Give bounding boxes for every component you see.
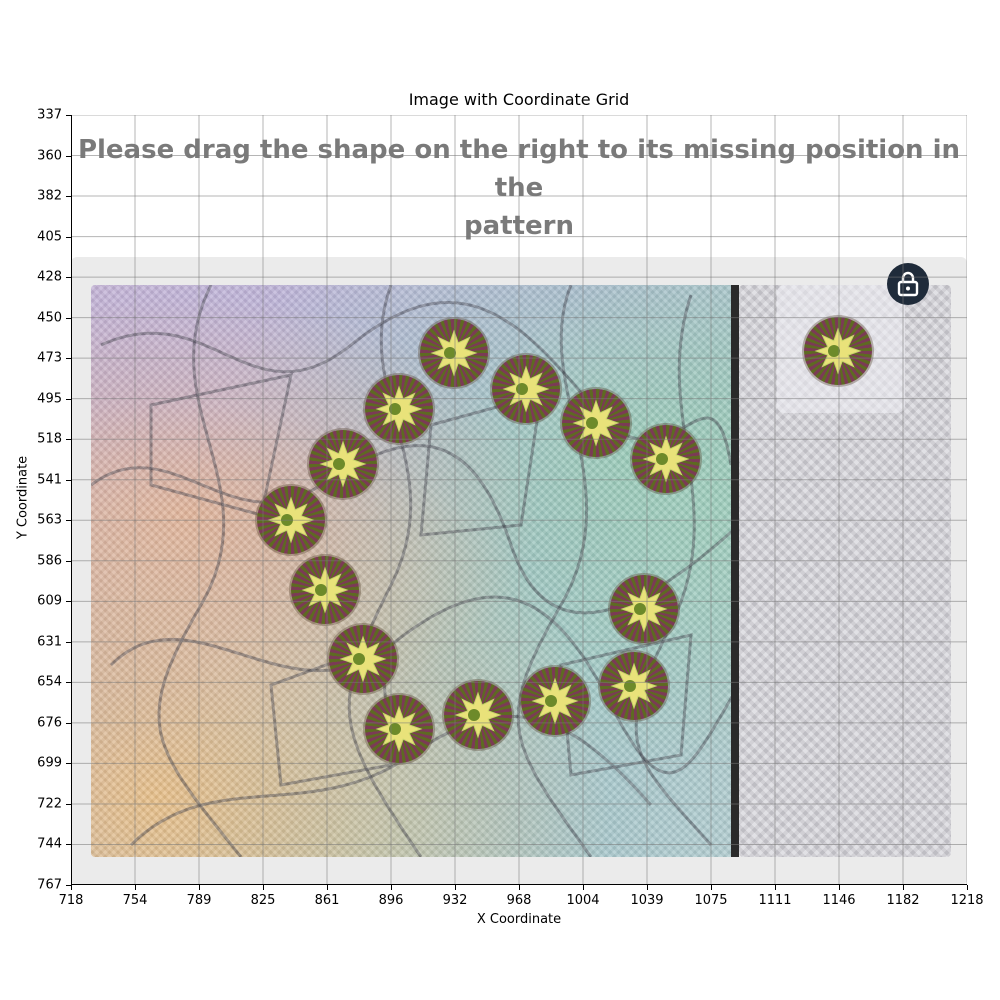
pattern-shape (257, 485, 326, 554)
y-tick-mark (66, 115, 71, 116)
x-tick-label: 789 (186, 893, 212, 908)
y-tick-label: 586 (37, 553, 62, 569)
x-tick-label: 1218 (950, 893, 984, 908)
x-tick-mark (391, 885, 392, 890)
x-tick-label: 1075 (694, 893, 728, 908)
pattern-shape (291, 555, 360, 624)
pattern-shape (562, 389, 631, 457)
y-tick-label: 428 (37, 269, 62, 285)
y-tick-mark (66, 722, 71, 724)
y-tick-mark (66, 236, 71, 238)
x-tick-mark (711, 885, 712, 890)
y-tick-label: 744 (37, 836, 62, 852)
y-tick-label: 676 (37, 715, 62, 731)
x-tick-mark (455, 885, 456, 890)
y-tick-label: 541 (37, 472, 62, 488)
x-tick-label: 861 (314, 893, 340, 908)
lock-button[interactable] (887, 263, 929, 305)
x-tick-mark (71, 885, 72, 890)
y-tick-mark (66, 682, 71, 684)
x-tick-label: 896 (378, 893, 404, 908)
y-tick-mark (66, 479, 71, 481)
x-tick-mark (519, 885, 520, 890)
lock-icon (897, 271, 919, 297)
x-tick-label: 825 (250, 893, 276, 908)
y-tick-mark (66, 803, 71, 805)
pattern-shape (364, 374, 433, 443)
y-tick-label: 609 (37, 593, 62, 609)
y-tick-label: 382 (37, 188, 62, 204)
y-tick-mark (66, 520, 71, 522)
y-tick-mark (66, 885, 71, 886)
pattern-shape (520, 666, 589, 735)
captcha-instruction: Please drag the shape on the right to it… (71, 131, 967, 245)
x-tick-label: 968 (506, 893, 532, 908)
y-tick-mark (66, 277, 71, 279)
y-tick-mark (66, 358, 71, 360)
x-tick-mark (583, 885, 584, 890)
chart-title: Image with Coordinate Grid (408, 90, 630, 109)
y-tick-mark (66, 196, 71, 198)
pattern-shape (364, 695, 433, 764)
y-tick-mark (66, 439, 71, 441)
y-tick-label: 767 (37, 877, 62, 893)
y-tick-label: 360 (37, 148, 62, 164)
y-tick-mark (66, 641, 71, 643)
y-tick-label: 631 (37, 634, 62, 650)
y-tick-mark (66, 155, 71, 157)
y-tick-mark (66, 601, 71, 603)
background-scribbles (91, 285, 739, 857)
x-tick-mark (327, 885, 328, 890)
pattern-shape (420, 319, 489, 388)
x-tick-label: 1182 (886, 893, 920, 908)
y-tick-label: 518 (37, 431, 62, 447)
y-tick-label: 699 (37, 755, 62, 771)
pattern-shape (309, 430, 378, 499)
x-tick-label: 1004 (566, 893, 600, 908)
pattern-shape (599, 652, 668, 721)
pattern-shape (443, 680, 512, 749)
y-axis-label: Y Coordinate (15, 455, 31, 540)
pattern-shape (610, 575, 679, 644)
y-tick-mark (66, 560, 71, 562)
x-tick-mark (839, 885, 840, 890)
y-tick-label: 337 (37, 107, 62, 123)
x-axis-label: X Coordinate (476, 912, 562, 927)
x-tick-label: 1039 (630, 893, 664, 908)
tray-divider (731, 285, 739, 857)
pattern-shape (492, 354, 561, 423)
y-tick-label: 654 (37, 674, 62, 690)
x-tick-mark (199, 885, 200, 890)
x-tick-mark (263, 885, 264, 890)
x-tick-label: 932 (442, 893, 468, 908)
plot-area: Please drag the shape on the right to it… (71, 115, 967, 885)
y-tick-mark (66, 317, 71, 319)
draggable-shape[interactable] (803, 317, 872, 386)
x-tick-label: 1111 (758, 893, 792, 908)
y-tick-label: 495 (37, 391, 62, 407)
pattern-shape (329, 625, 398, 694)
y-tick-label: 722 (37, 796, 62, 812)
x-tick-mark (967, 885, 968, 890)
x-tick-label: 1146 (822, 893, 856, 908)
x-tick-label: 754 (122, 893, 148, 908)
instruction-line-2: pattern (464, 211, 574, 241)
x-tick-mark (903, 885, 904, 890)
instruction-line-1: Please drag the shape on the right to it… (77, 135, 961, 203)
y-tick-mark (66, 398, 71, 400)
puzzle-background-image (91, 285, 739, 857)
y-tick-mark (66, 763, 71, 765)
pattern-shape (631, 424, 700, 493)
y-tick-label: 563 (37, 512, 62, 528)
x-tick-mark (775, 885, 776, 890)
y-tick-label: 405 (37, 229, 62, 245)
x-tick-label: 718 (58, 893, 84, 908)
y-tick-label: 450 (37, 310, 62, 326)
x-tick-mark (135, 885, 136, 890)
y-tick-label: 473 (37, 350, 62, 366)
x-tick-mark (647, 885, 648, 890)
y-tick-mark (66, 844, 71, 846)
